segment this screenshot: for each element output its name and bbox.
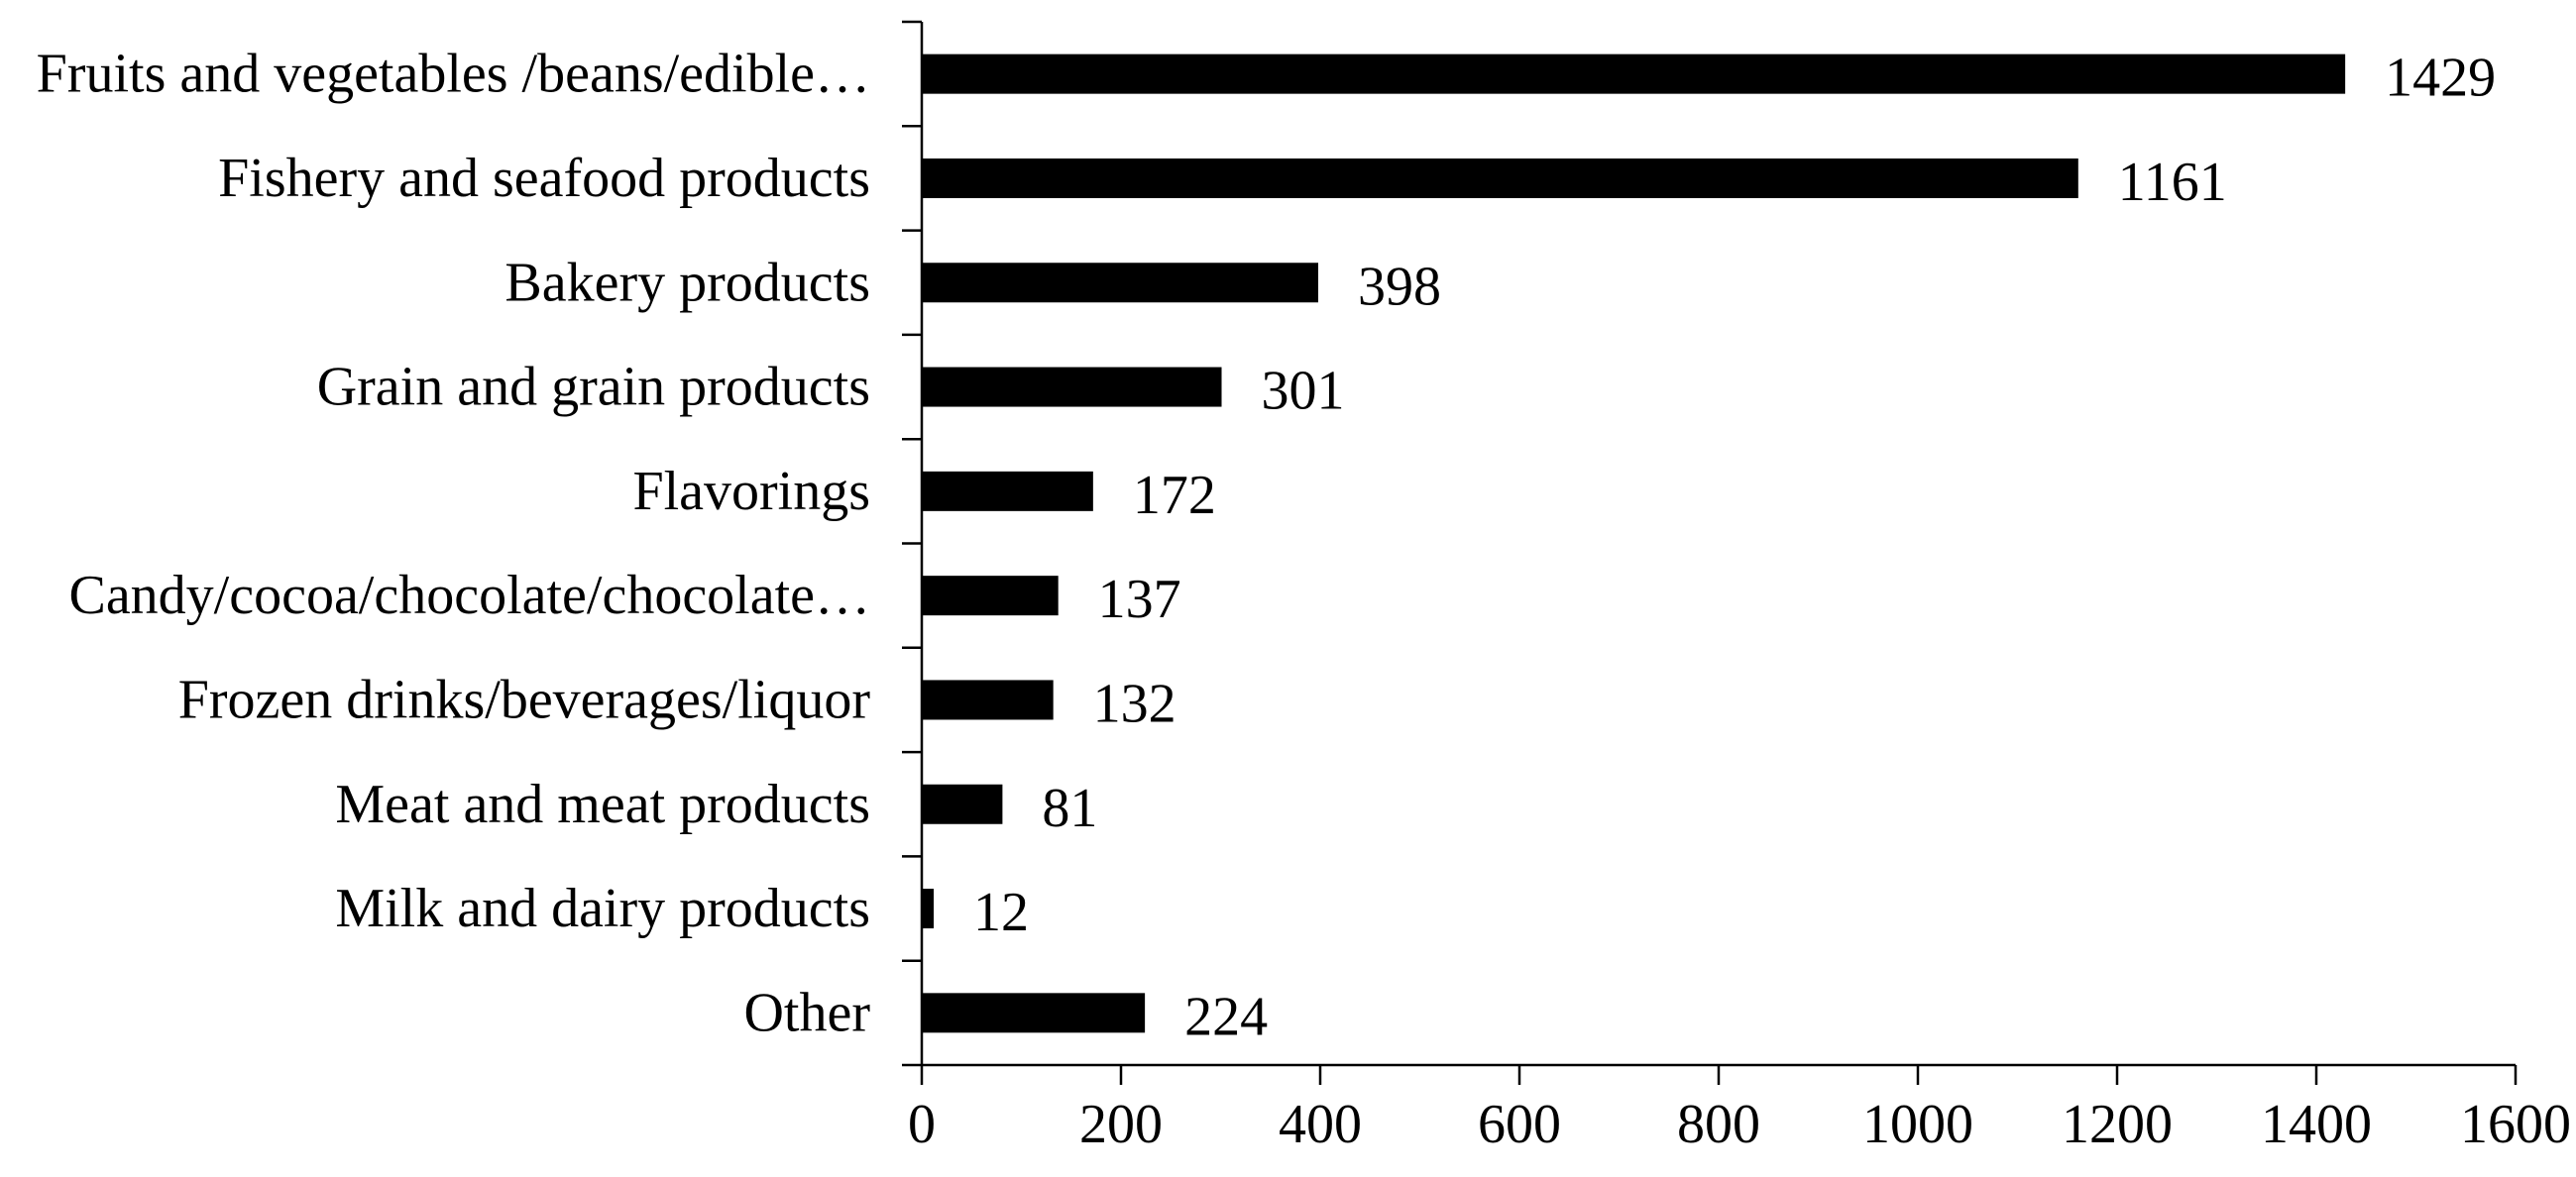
data-label-6: 132: [1093, 673, 1176, 734]
x-tick-label-1: 200: [1079, 1094, 1163, 1155]
category-label-0: Fruits and vegetables /beans/edible…: [37, 44, 870, 105]
x-tick-label-6: 1200: [2062, 1094, 2173, 1155]
data-label-4: 172: [1133, 465, 1216, 526]
bar-8: [922, 889, 935, 929]
x-tick-label-3: 600: [1478, 1094, 1561, 1155]
category-label-1: Fishery and seafood products: [218, 148, 870, 209]
category-label-9: Other: [743, 982, 870, 1043]
x-tick-label-5: 1000: [1862, 1094, 1973, 1155]
x-tick-label-8: 1600: [2460, 1094, 2571, 1155]
data-label-2: 398: [1358, 256, 1441, 317]
category-label-4: Flavorings: [632, 461, 870, 522]
x-tick-label-0: 0: [908, 1094, 936, 1155]
data-label-5: 137: [1098, 569, 1181, 630]
bar-9: [922, 993, 1146, 1033]
labels-layer: Fruits and vegetables /beans/edible… 1429…: [37, 44, 2571, 1155]
category-label-7: Meat and meat products: [335, 774, 870, 835]
axes-layer: [902, 20, 2518, 1085]
category-label-5: Candy/cocoa/chocolate/chocolate…: [68, 565, 870, 626]
data-label-1: 1161: [2118, 152, 2227, 213]
bar-6: [922, 680, 1054, 720]
bar-7: [922, 784, 1003, 824]
bar-4: [922, 471, 1093, 511]
bar-0: [922, 54, 2346, 94]
x-tick-label-7: 1400: [2261, 1094, 2372, 1155]
category-label-3: Grain and grain products: [317, 357, 870, 418]
bars-layer: [922, 54, 2346, 1033]
category-label-2: Bakery products: [504, 252, 870, 313]
bar-5: [922, 576, 1059, 616]
x-tick-label-2: 400: [1279, 1094, 1362, 1155]
bar-3: [922, 367, 1222, 407]
data-label-9: 224: [1184, 986, 1268, 1047]
data-label-8: 12: [973, 882, 1029, 943]
category-label-6: Frozen drinks/beverages/liquor: [178, 669, 871, 730]
category-label-8: Milk and dairy products: [335, 878, 870, 939]
data-label-7: 81: [1042, 778, 1097, 839]
data-label-0: 1429: [2385, 48, 2496, 109]
bar-1: [922, 158, 2078, 198]
data-label-3: 301: [1262, 361, 1345, 422]
x-tick-label-4: 800: [1677, 1094, 1760, 1155]
bar-2: [922, 263, 1318, 303]
